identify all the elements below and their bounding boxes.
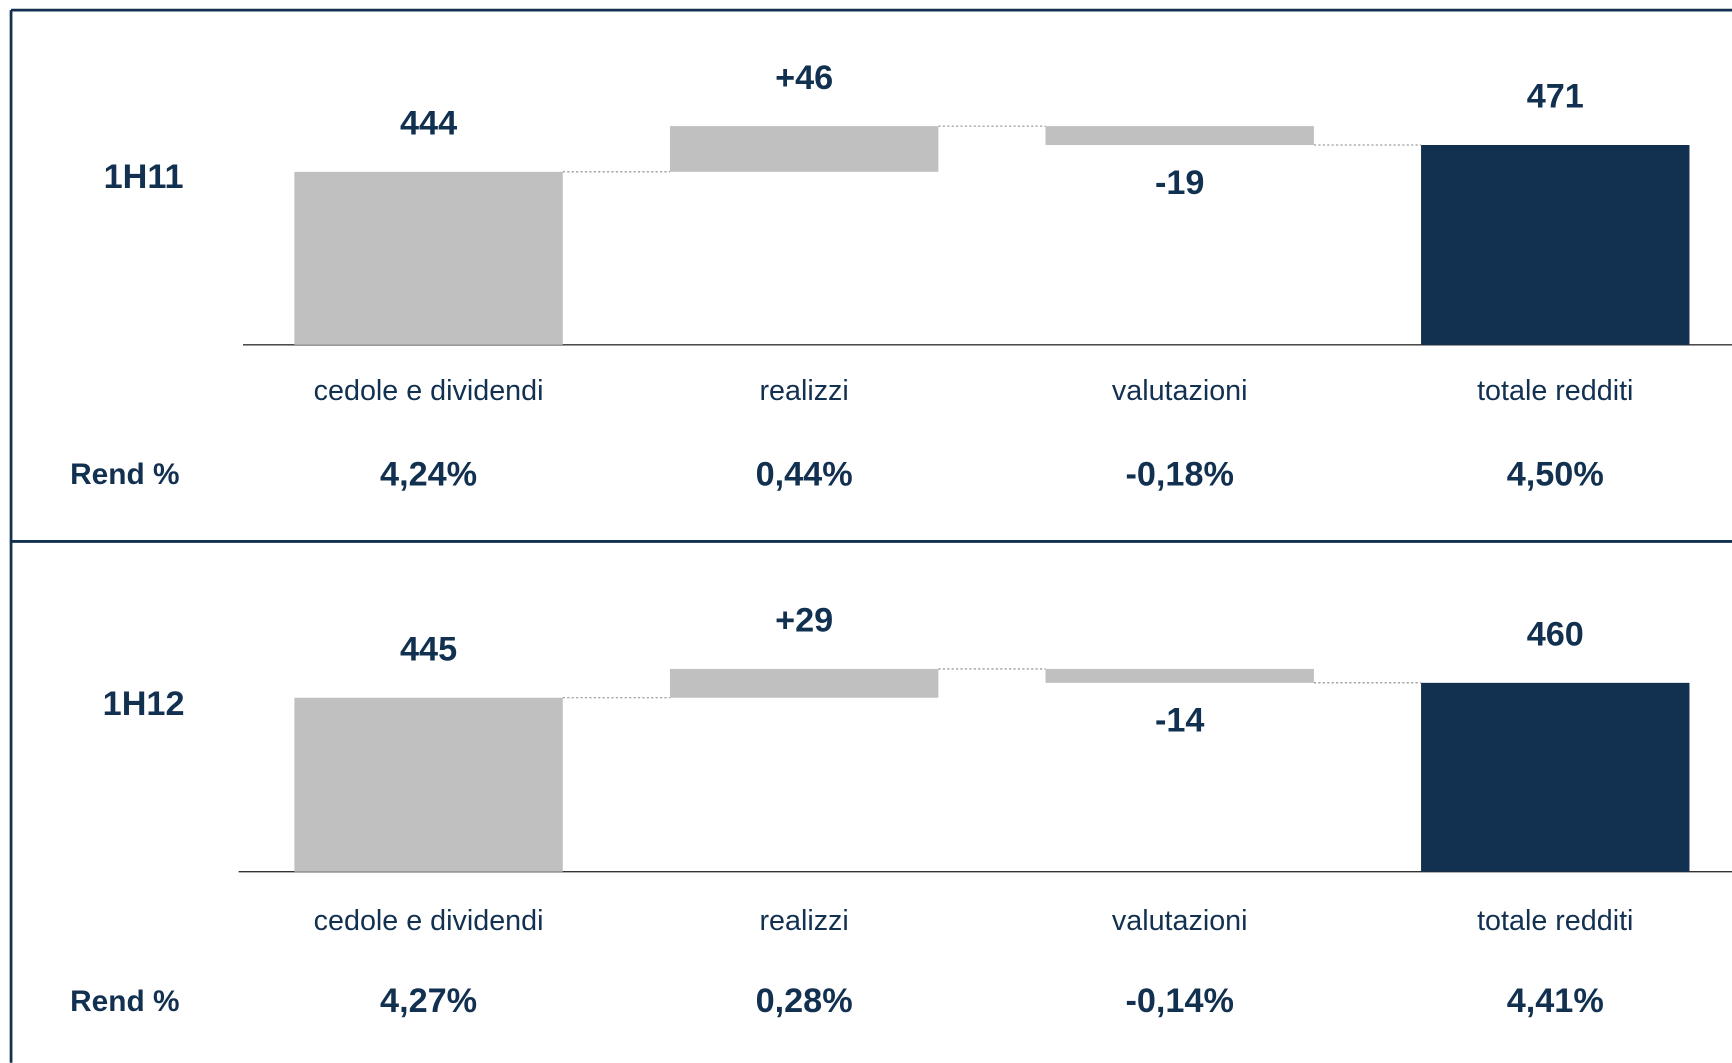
value-label: -14 <box>1155 702 1204 740</box>
returns-label: Rend % <box>70 985 179 1018</box>
bar <box>294 171 563 345</box>
category-label: totale redditi <box>1477 375 1633 407</box>
value-label: -19 <box>1155 164 1204 202</box>
return-value: -0,18% <box>1125 455 1233 493</box>
category-label: realizzi <box>759 375 848 407</box>
bar <box>1421 682 1690 872</box>
return-value: -0,14% <box>1125 982 1233 1020</box>
return-value: 4,27% <box>380 982 477 1020</box>
category-label: valutazioni <box>1112 375 1248 407</box>
return-value: 4,50% <box>1507 455 1604 493</box>
category-label: totale redditi <box>1477 905 1633 937</box>
period-label: 1H12 <box>103 685 185 723</box>
value-label: 460 <box>1527 615 1584 653</box>
return-value: 4,41% <box>1507 982 1604 1020</box>
bar <box>669 126 939 172</box>
value-label: 445 <box>400 630 457 668</box>
returns-label: Rend % <box>70 458 179 491</box>
return-value: 4,24% <box>380 455 477 493</box>
period-label: 1H11 <box>104 158 184 196</box>
return-value: 0,44% <box>756 455 853 493</box>
value-label: 444 <box>400 104 457 142</box>
category-label: cedole e dividendi <box>314 905 544 937</box>
return-value: 0,28% <box>756 982 853 1020</box>
category-label: realizzi <box>759 905 848 937</box>
category-label: valutazioni <box>1112 905 1248 937</box>
bar <box>669 668 939 698</box>
value-label: +29 <box>775 602 833 640</box>
value-label: +46 <box>775 59 833 97</box>
category-label: cedole e dividendi <box>314 375 544 407</box>
bar <box>1045 126 1314 146</box>
bar <box>1421 145 1690 345</box>
bar <box>1045 668 1314 683</box>
bar <box>294 697 563 872</box>
value-label: 471 <box>1527 78 1584 116</box>
